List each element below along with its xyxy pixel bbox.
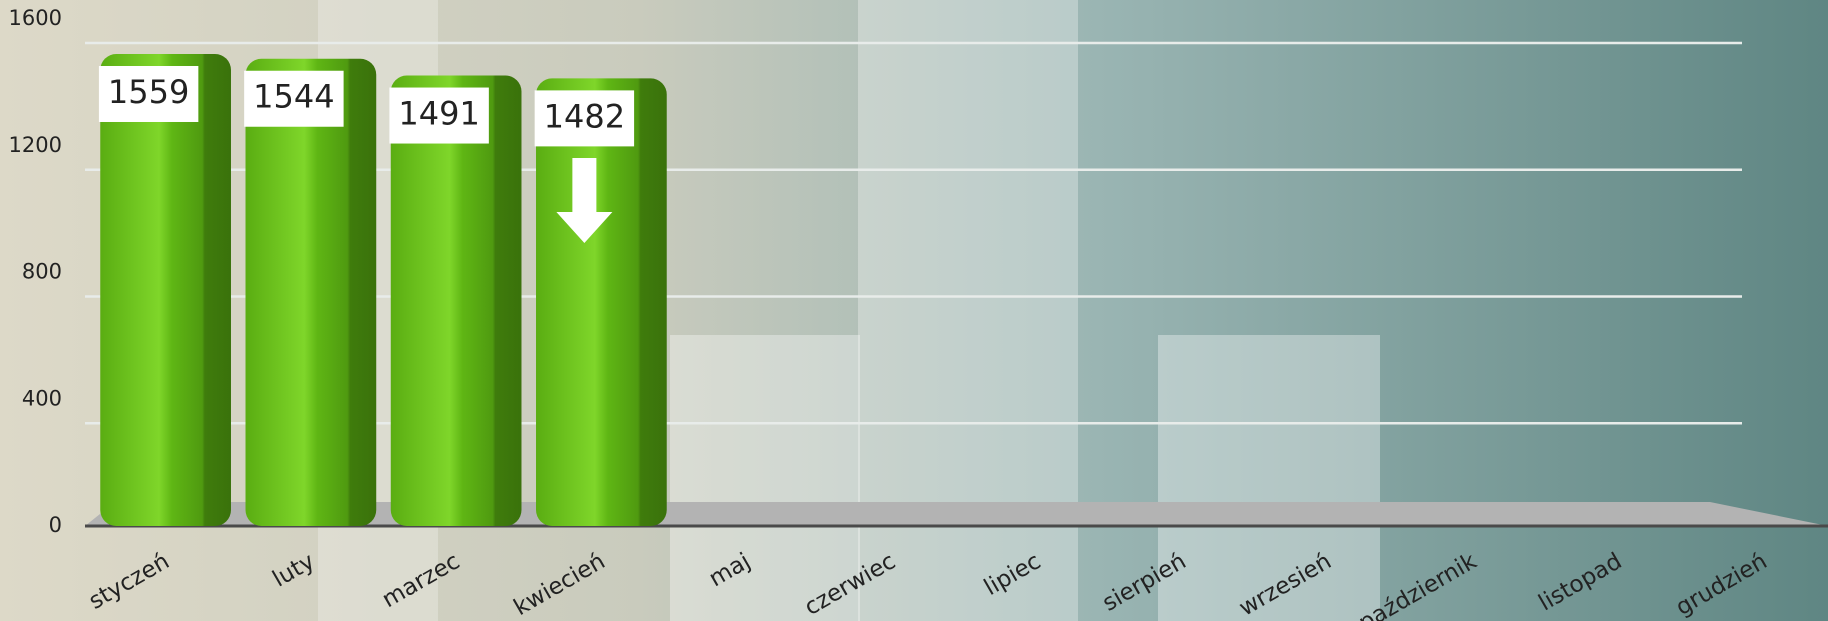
- bar: [246, 59, 377, 526]
- backdrop-panel: [670, 335, 860, 621]
- y-tick-label: 1600: [9, 6, 62, 30]
- value-label: 1491: [398, 95, 479, 133]
- y-tick-label: 1200: [9, 133, 62, 157]
- value-label: 1544: [253, 78, 334, 116]
- backdrop-panel: [1158, 335, 1380, 621]
- bar: [100, 54, 231, 526]
- value-label: 1559: [108, 73, 189, 111]
- chart: 0400800120016001559styczeń1544luty1491ma…: [0, 0, 1828, 621]
- backdrop-panel: [858, 0, 1078, 621]
- y-tick-label: 800: [22, 260, 62, 284]
- y-tick-label: 400: [22, 386, 62, 410]
- value-label: 1482: [544, 97, 625, 135]
- y-tick-label: 0: [49, 513, 62, 537]
